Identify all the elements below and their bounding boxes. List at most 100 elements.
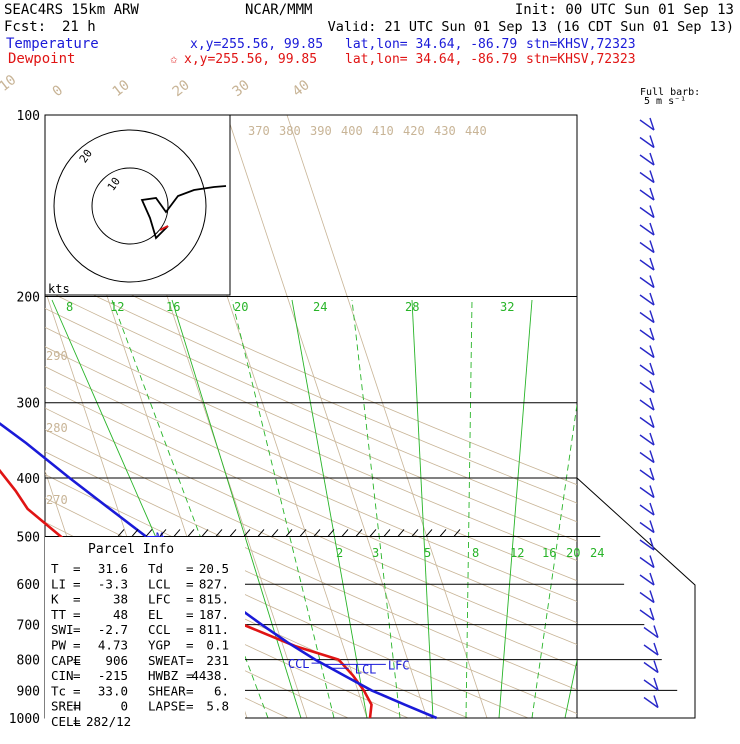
forecast-label: Fcst: bbox=[4, 19, 46, 35]
temperature-latlon: lat,lon= 34.64, -86.79 bbox=[345, 37, 517, 52]
parcel-info-cell: 827. bbox=[199, 576, 229, 591]
hodograph-ring-label-outer: 20 bbox=[77, 147, 95, 165]
isotherm-label: 30 bbox=[230, 77, 253, 100]
isotherm-label: -10 bbox=[0, 72, 19, 100]
parcel-info-cell: CIN bbox=[51, 668, 74, 683]
parcel-info-cell: 48 bbox=[113, 607, 128, 622]
plot-frame-extension bbox=[576, 477, 696, 719]
pressure-tick-label: 200 bbox=[17, 291, 40, 306]
hatch-mark bbox=[285, 529, 293, 537]
valid-time: Valid: 21 UTC Sun 01 Sep 13 (16 CDT Sun … bbox=[328, 19, 734, 35]
mixing-ratio-label: 24 bbox=[590, 546, 604, 560]
mixing-ratio-line bbox=[171, 299, 302, 718]
star-icon: ✩ bbox=[170, 52, 178, 67]
wind-barb bbox=[639, 329, 655, 341]
wind-barb bbox=[639, 241, 655, 254]
wind-barb bbox=[639, 556, 655, 569]
wind-barb bbox=[639, 574, 655, 586]
wind-barb-feather bbox=[649, 450, 655, 463]
dry-adiabat-line bbox=[45, 307, 577, 542]
hatch-mark bbox=[341, 529, 349, 537]
mixing-ratio-line bbox=[465, 299, 473, 718]
wind-barb-feather bbox=[649, 187, 655, 201]
isotherm-line bbox=[226, 115, 428, 718]
hatch-mark bbox=[145, 529, 153, 537]
parcel-info-cell: Tc bbox=[51, 683, 66, 698]
parcel-info-cell: 811. bbox=[199, 622, 229, 637]
wind-barb-feather bbox=[653, 677, 659, 691]
parcel-info-cell: = bbox=[186, 607, 194, 622]
parcel-info-cell: = bbox=[73, 622, 81, 637]
wind-barb-feather bbox=[649, 327, 655, 341]
wind-barb bbox=[639, 154, 655, 166]
isotherm-line bbox=[0, 115, 7, 718]
hatch-mark bbox=[201, 529, 209, 537]
parcel-info-cell: = bbox=[186, 699, 194, 714]
mixing-ratio-label: 16 bbox=[166, 300, 180, 314]
wind-barb-feather bbox=[649, 345, 655, 358]
parcel-info-cell: 6. bbox=[214, 683, 229, 698]
mixing-ratio-label: 12 bbox=[110, 300, 124, 314]
hatch-mark bbox=[369, 529, 377, 537]
parcel-info-title: Parcel Info bbox=[88, 542, 174, 557]
wind-barb-feather bbox=[649, 275, 655, 288]
mixing-ratio-label: 20 bbox=[234, 300, 248, 314]
parcel-info-cell: CAPE bbox=[51, 653, 81, 668]
isotherm-label: 0 bbox=[50, 82, 66, 100]
wind-barb-feather bbox=[653, 660, 659, 673]
dewpoint-legend: Dewpoint bbox=[8, 51, 75, 67]
wind-barb bbox=[639, 591, 655, 604]
dry-adiabat-line bbox=[45, 326, 577, 562]
wind-barb bbox=[639, 346, 655, 359]
wind-barb bbox=[639, 136, 655, 149]
wind-barb bbox=[639, 364, 655, 376]
hatch-mark bbox=[327, 529, 335, 537]
wind-barb-feather bbox=[649, 240, 655, 253]
parcel-info-cell: 0.1 bbox=[206, 638, 229, 653]
pressure-tick-label: 700 bbox=[17, 619, 40, 634]
parcel-info-background bbox=[45, 537, 245, 722]
parcel-info-cell: -2.7 bbox=[98, 622, 128, 637]
mixing-ratio-label: 8 bbox=[472, 546, 479, 560]
wind-barb-feather bbox=[653, 695, 659, 708]
wind-barb bbox=[639, 521, 655, 534]
pressure-tick-label: 100 bbox=[17, 109, 40, 124]
mixing-ratio-label: 8 bbox=[66, 300, 73, 314]
parcel-info-cell: LFC bbox=[148, 592, 171, 607]
wind-barb bbox=[639, 276, 655, 289]
parcel-info-cell: 282/12 bbox=[86, 714, 131, 729]
parcel-info-cell: 231 bbox=[206, 653, 229, 668]
hatch-mark bbox=[257, 529, 265, 537]
wind-barb bbox=[639, 206, 655, 219]
hatch-mark bbox=[313, 529, 321, 537]
parcel-info-cell: 815. bbox=[199, 592, 229, 607]
wind-barb-feather bbox=[649, 485, 655, 498]
hodograph-frame bbox=[44, 114, 231, 296]
wind-barb bbox=[639, 434, 655, 446]
hatch-mark bbox=[299, 529, 307, 537]
parcel-info-rows: T = 31.6 Td = 20.5 LI = -3.3 LCL = 827. K = 38 LFC = 815.… bbox=[51, 561, 229, 729]
parcel-info-cell: = bbox=[186, 653, 194, 668]
wind-barb bbox=[639, 451, 655, 464]
dry-adiabat-line bbox=[45, 253, 577, 486]
parcel-info-cell: = bbox=[186, 561, 194, 576]
adiabat-label: 280 bbox=[46, 421, 68, 435]
level-marker-label: LFC bbox=[388, 658, 410, 672]
hodograph-ring-inner bbox=[91, 167, 169, 245]
dry-adiabat-line bbox=[45, 346, 577, 582]
header: SEAC4RS 15km ARW Fcst: 21 h NCAR/MMM Ini… bbox=[4, 2, 734, 107]
wind-barb bbox=[643, 696, 659, 709]
dewpoint-profile bbox=[0, 468, 373, 719]
mixing-ratio-label: 24 bbox=[313, 300, 327, 314]
dry-adiabat-line bbox=[45, 289, 577, 523]
hatch-mark bbox=[397, 529, 405, 537]
wind-barb-feather bbox=[649, 380, 655, 393]
barb-legend-units: 5 m s⁻¹ bbox=[644, 96, 686, 107]
parcel-info-cell: T bbox=[51, 561, 59, 576]
dry-adiabat-line bbox=[45, 386, 577, 624]
adiabat-label: 370 bbox=[248, 124, 270, 138]
hodograph-ring-label-inner: 10 bbox=[105, 175, 123, 193]
temperature-legend: Temperature bbox=[6, 36, 99, 52]
parcel-info-cell: = bbox=[73, 576, 81, 591]
parcel-info-cell: -215 bbox=[98, 668, 128, 683]
